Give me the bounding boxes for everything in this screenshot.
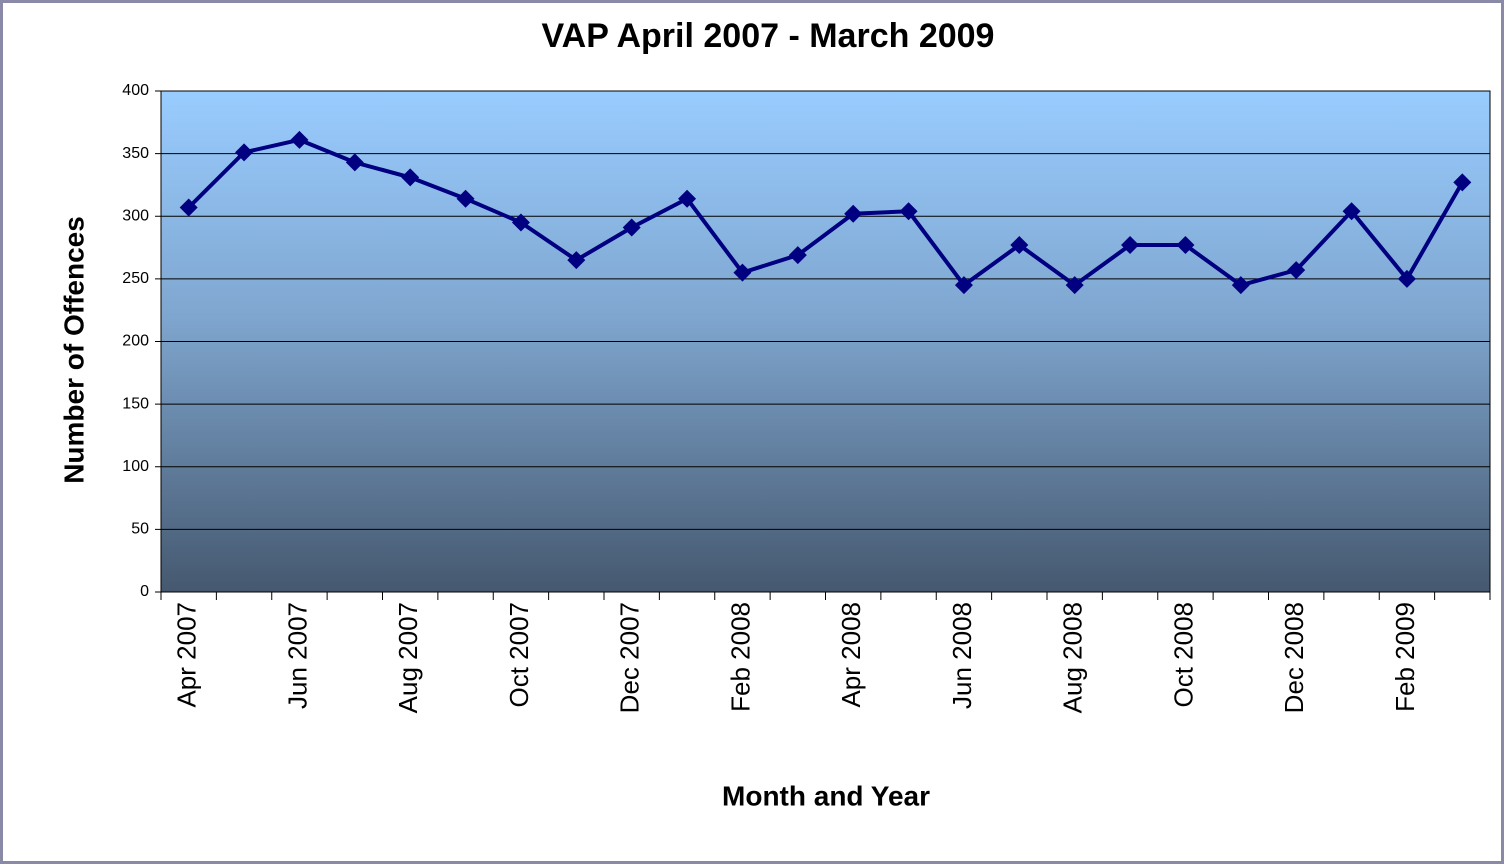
data-point bbox=[567, 251, 586, 270]
chart-title: VAP April 2007 - March 2009 bbox=[542, 17, 995, 55]
data-point bbox=[1342, 202, 1361, 221]
x-tick-label: Apr 2007 bbox=[172, 602, 202, 708]
y-tick-label: 250 bbox=[122, 270, 149, 287]
data-point bbox=[1453, 173, 1472, 192]
x-tick-label: Oct 2008 bbox=[1168, 602, 1198, 708]
data-point bbox=[235, 143, 254, 162]
data-point bbox=[456, 189, 475, 208]
data-point bbox=[1176, 236, 1195, 255]
x-tick-label: Dec 2008 bbox=[1279, 602, 1309, 713]
y-tick-label: 100 bbox=[122, 458, 149, 475]
x-tick-label: Aug 2008 bbox=[1058, 602, 1088, 713]
x-tick-label: Jun 2008 bbox=[947, 602, 977, 709]
y-tick-label: 200 bbox=[122, 333, 149, 350]
data-point bbox=[290, 130, 309, 149]
x-tick-label: Apr 2008 bbox=[836, 602, 866, 708]
x-axis-title: Month and Year bbox=[722, 780, 930, 811]
y-tick-label: 150 bbox=[122, 395, 149, 412]
y-tick-label: 350 bbox=[122, 145, 149, 162]
data-point bbox=[899, 202, 918, 221]
data-point bbox=[1121, 236, 1140, 255]
y-tick-label: 50 bbox=[131, 521, 149, 538]
data-point bbox=[678, 189, 697, 208]
data-point bbox=[954, 276, 973, 295]
series-line bbox=[187, 137, 1465, 288]
data-point bbox=[788, 246, 807, 265]
data-point bbox=[733, 263, 752, 282]
y-tick-label: 0 bbox=[140, 583, 149, 600]
data-point bbox=[844, 204, 863, 223]
y-tick-label: 300 bbox=[122, 207, 149, 224]
x-tick-label: Jun 2007 bbox=[282, 602, 312, 709]
data-point bbox=[1010, 236, 1029, 255]
x-tick-label: Dec 2007 bbox=[615, 602, 645, 713]
data-point bbox=[401, 168, 420, 187]
data-point bbox=[1287, 261, 1306, 280]
x-tick-label: Aug 2007 bbox=[393, 602, 423, 713]
data-point bbox=[511, 213, 530, 232]
data-point bbox=[1065, 276, 1084, 295]
x-tick-label: Feb 2009 bbox=[1390, 602, 1420, 712]
x-tick-label: Feb 2008 bbox=[725, 602, 755, 712]
x-tick-label: Oct 2007 bbox=[504, 602, 534, 708]
data-point bbox=[622, 218, 641, 237]
data-point bbox=[1397, 269, 1416, 288]
data-point bbox=[179, 198, 198, 217]
data-point bbox=[1231, 276, 1250, 295]
data-point bbox=[345, 153, 364, 172]
y-axis-title: Number of Offences bbox=[58, 216, 89, 484]
y-tick-label: 400 bbox=[122, 82, 149, 99]
